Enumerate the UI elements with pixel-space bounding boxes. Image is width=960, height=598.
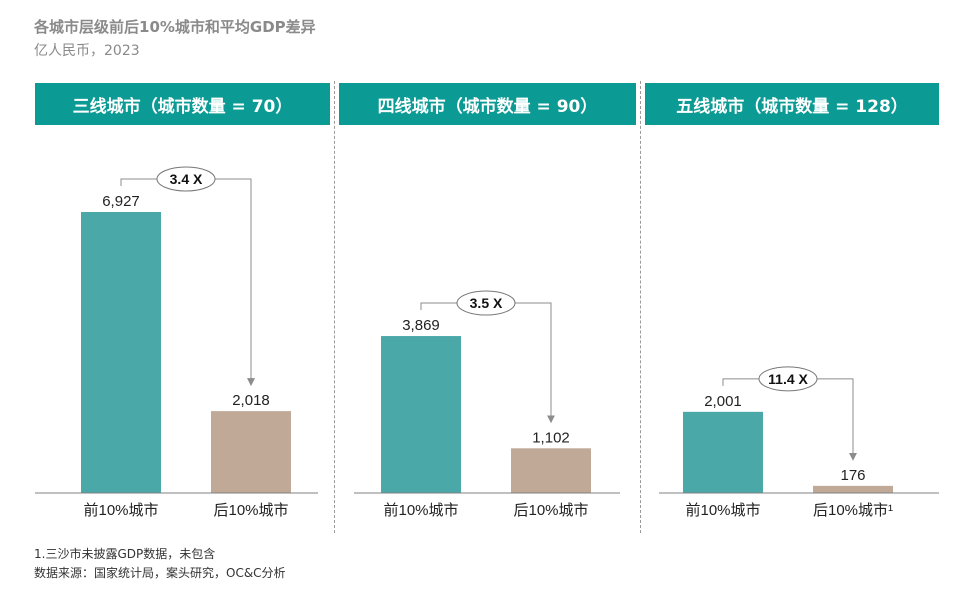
category-label-panel2-2: 后10%城市: [513, 502, 588, 519]
value-label-panel2-2: 1,102: [532, 429, 570, 446]
value-label-panel1-1: 6,927: [102, 193, 140, 210]
value-label-panel3-1: 2,001: [704, 393, 742, 410]
ratio-label-panel3: 11.4 X: [768, 371, 808, 387]
value-label-panel2-1: 3,869: [402, 317, 440, 334]
category-label-panel1-1: 前10%城市: [83, 502, 158, 519]
value-label-panel3-2: 176: [840, 467, 865, 484]
bar-panel3-bottom: [813, 485, 893, 493]
bar-panel1-top: [81, 212, 161, 493]
panel-header-tier5: 五线城市（城市数量 = 128）: [645, 83, 939, 125]
category-label-panel1-2: 后10%城市: [213, 502, 288, 519]
ratio-badge-panel3: [758, 366, 818, 392]
ratio-label-panel2: 3.5 X: [470, 295, 503, 311]
footnote-note: 1.三沙市未披露GDP数据，未包含: [34, 547, 216, 561]
category-label-panel3-2: 后10%城市¹: [813, 502, 893, 519]
bar-panel3-top: [683, 411, 763, 493]
panel-divider-2: [640, 81, 641, 533]
panel-header-tier4: 四线城市（城市数量 = 90）: [339, 83, 636, 125]
chart-title: 各城市层级前后10%城市和平均GDP差异: [34, 18, 316, 36]
value-label-panel1-2: 2,018: [232, 392, 270, 409]
bar-panel2-top: [381, 336, 461, 493]
category-label-panel3-1: 前10%城市: [685, 502, 760, 519]
ratio-badge-panel1: [156, 166, 216, 192]
category-label-panel2-1: 前10%城市: [383, 502, 458, 519]
panel-header-tier3: 三线城市（城市数量 = 70）: [35, 83, 330, 125]
bar-panel2-bottom: [511, 448, 591, 493]
ratio-badge-panel2: [456, 290, 516, 316]
bar-panel1-bottom: [211, 411, 291, 493]
chart-subtitle: 亿人民币，2023: [34, 43, 140, 59]
footnote-source: 数据来源：国家统计局，案头研究，OC&C分析: [34, 566, 286, 580]
panel-divider-1: [334, 81, 335, 533]
ratio-label-panel1: 3.4 X: [170, 171, 203, 187]
